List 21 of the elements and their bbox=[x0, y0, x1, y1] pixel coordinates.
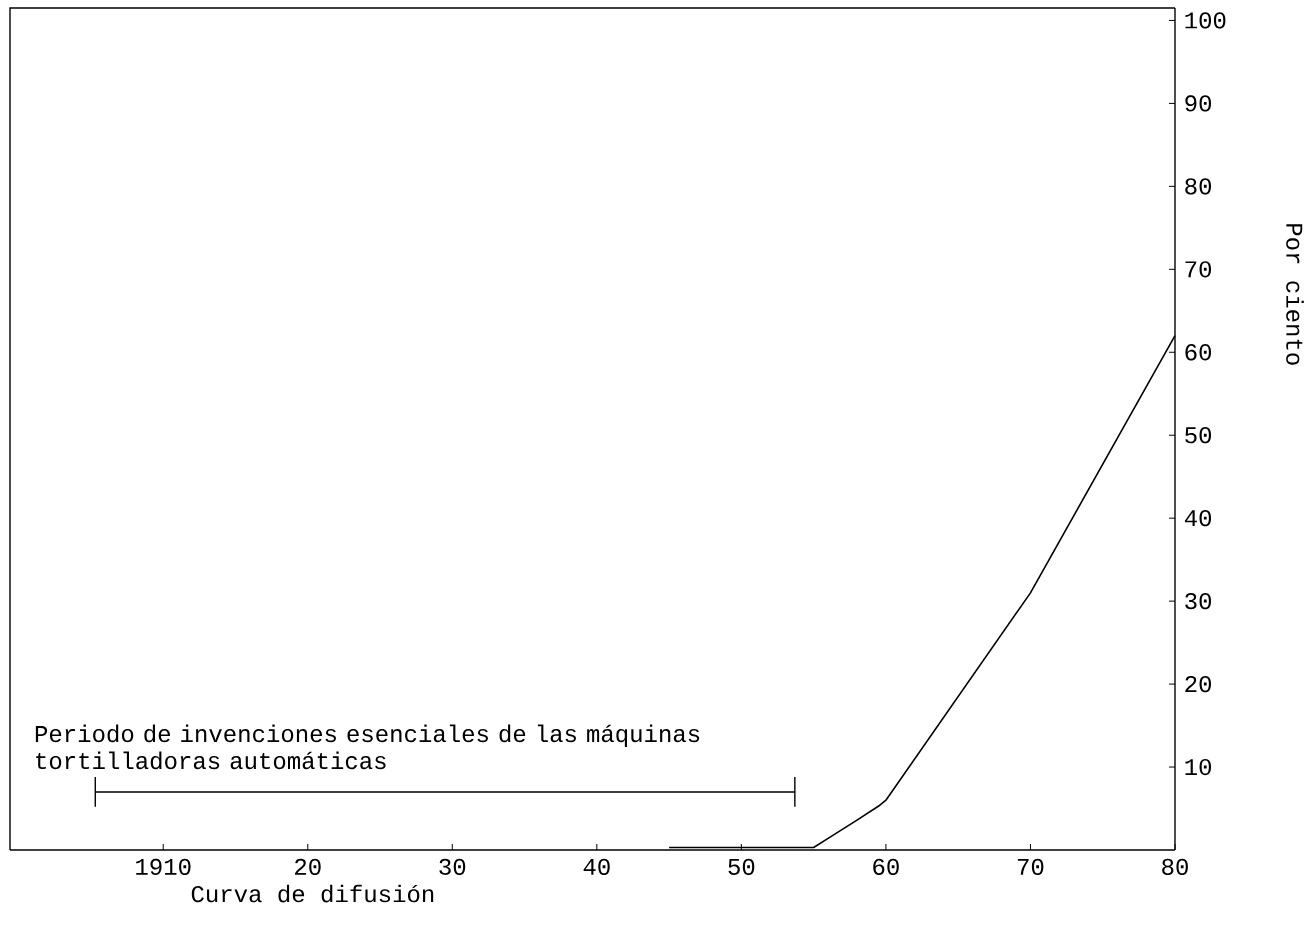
y-tick-label: 60 bbox=[1185, 344, 1212, 361]
x-tick-label: 50 bbox=[728, 858, 755, 875]
y-axis-title: Por ciento bbox=[1286, 224, 1304, 365]
x-tick-label: 30 bbox=[439, 858, 466, 875]
y-tick-label: 50 bbox=[1185, 427, 1212, 444]
x-tick-label: 80 bbox=[1162, 858, 1188, 875]
x-tick-label: 1910 bbox=[136, 858, 191, 875]
y-tick-label: 30 bbox=[1185, 592, 1212, 610]
x-tick-label: 60 bbox=[873, 858, 899, 875]
y-tick-label: 90 bbox=[1185, 95, 1212, 112]
y-tick-label: 70 bbox=[1185, 261, 1212, 278]
y-tick-label: 20 bbox=[1185, 675, 1212, 693]
x-tick-label: 70 bbox=[1017, 858, 1044, 875]
x-tick-label: 40 bbox=[583, 858, 610, 875]
y-tick-label: 100 bbox=[1185, 12, 1226, 29]
y-tick-label: 10 bbox=[1185, 758, 1212, 776]
annotation: Periodo de invenciones esenciales de las máquinas tortilladoras automáticas bbox=[35, 724, 700, 770]
x-tick-label: 20 bbox=[295, 858, 321, 875]
x-axis-title: Curva de difusión bbox=[191, 884, 434, 903]
y-tick-label: 40 bbox=[1184, 510, 1212, 527]
y-tick-label: 80 bbox=[1185, 178, 1212, 195]
